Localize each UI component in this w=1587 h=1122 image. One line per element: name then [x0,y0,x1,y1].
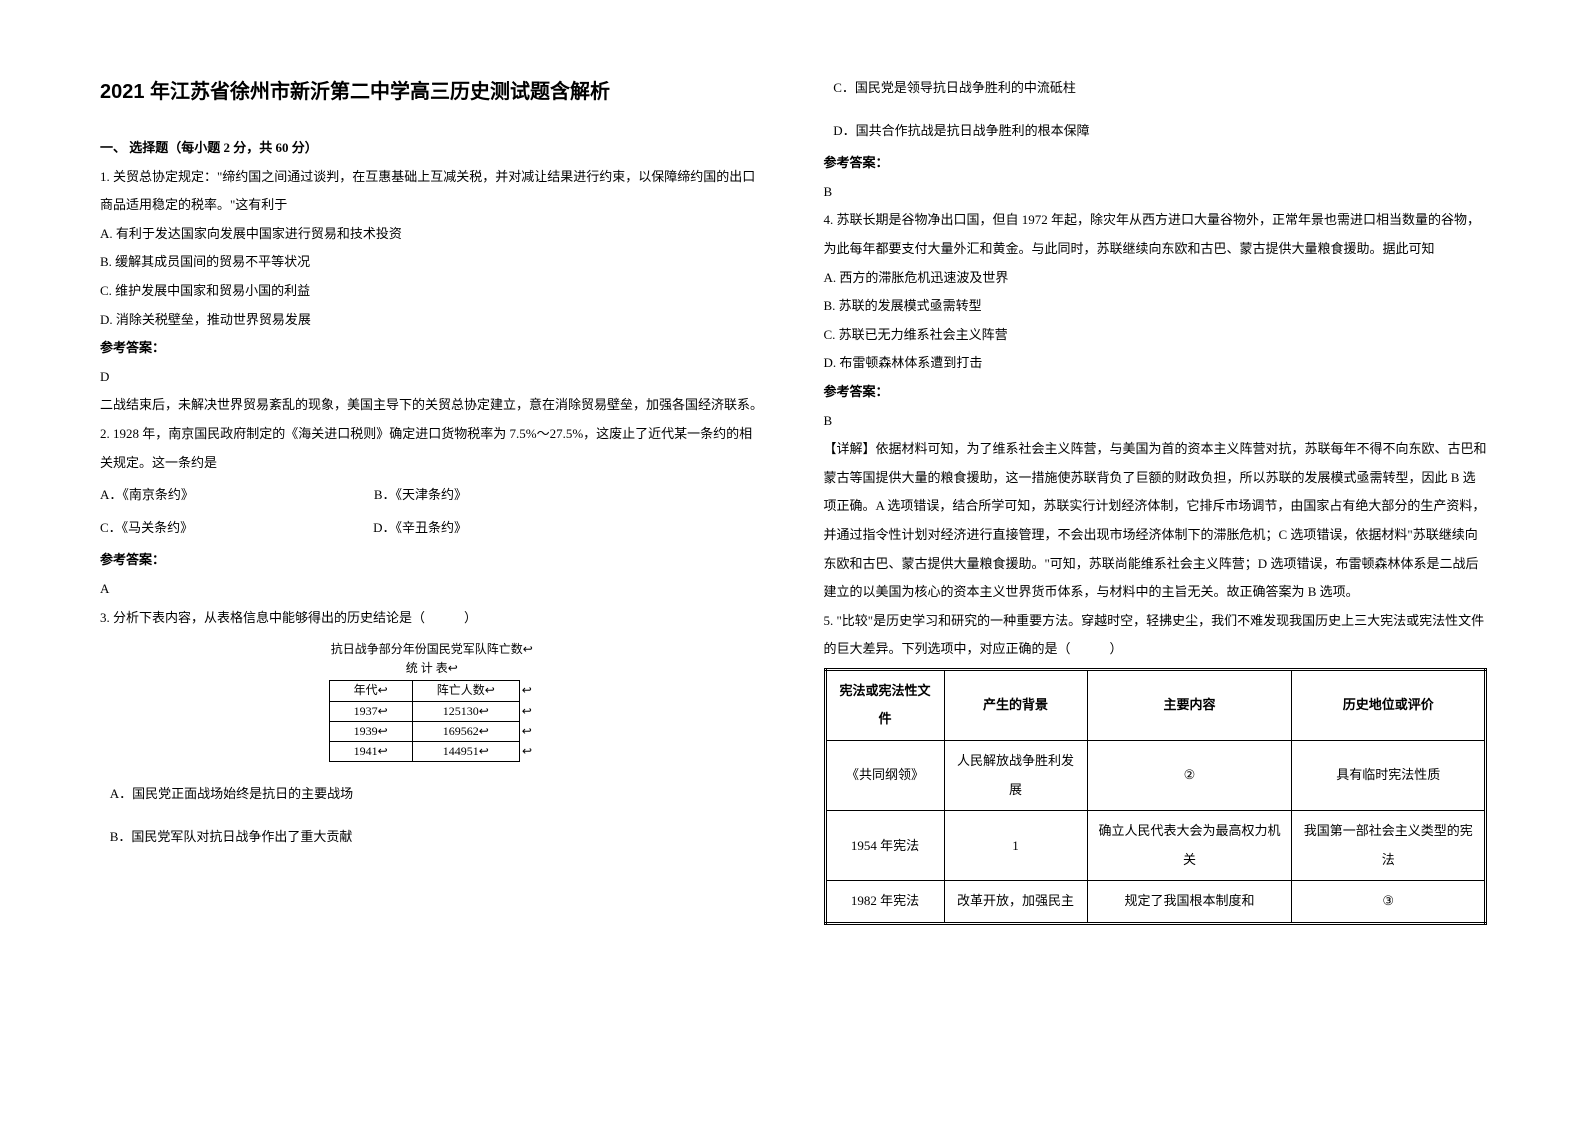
q1-stem: 1. 关贸总协定规定："缔约国之间通过谈判，在互惠基础上互减关税，并对减让结果进… [100,163,764,220]
q4-answer: B [824,407,1488,436]
q3-row-marker: ↩ [519,742,534,762]
q2-answer-label: 参考答案： [100,546,764,575]
q3-caption-line2: 统 计 表↩ [406,661,458,675]
q3-col-casualties: 阵亡人数↩ [412,681,519,701]
q4-explanation: 【详解】依据材料可知，为了维系社会主义阵营，与美国为首的资本主义阵营对抗，苏联每… [824,435,1488,607]
q4-optC: C. 苏联已无力维系社会主义阵营 [824,321,1488,350]
q3-row-marker: ↩ [519,721,534,741]
q5-table-header-row: 宪法或宪法性文件 产生的背景 主要内容 历史地位或评价 [825,669,1486,740]
q4-optD: D. 布雷顿森林体系遭到打击 [824,349,1488,378]
q2-optC: C．《马关条约》 [100,514,193,543]
q3-row-marker: ↩ [519,701,534,721]
q3-table-row: 1937↩ 125130↩ ↩ [329,701,534,721]
q5-stem: 5. "比较"是历史学习和研究的一种重要方法。穿越时空，轻拂史尘，我们不难发现我… [824,607,1488,664]
q5-cell: 改革开放，加强民主 [944,881,1087,924]
q2-answer: A [100,575,764,604]
q3-table-header-row: 年代↩ 阵亡人数↩ ↩ [329,681,534,701]
q3-optA: A．国民党正面战场始终是抗日的主要战场 [110,786,353,801]
q1-optB: B. 缓解其成员国间的贸易不平等状况 [100,248,764,277]
q5-table-row: 1954 年宪法 1 确立人民代表大会为最高权力机关 我国第一部社会主义类型的宪… [825,811,1486,881]
q1-answer-label: 参考答案： [100,334,764,363]
q3-caption-line1: 抗日战争部分年份国民党军队阵亡数↩ [331,642,533,656]
q3-cell: 1937↩ [329,701,412,721]
q5-table-row: 1982 年宪法 改革开放，加强民主 规定了我国根本制度和 ③ [825,881,1486,924]
q3-cell: 144951↩ [412,742,519,762]
q3-optD: D．国共合作抗战是抗日战争胜利的根本保障 [833,123,1089,138]
q2-optB: B．《天津条约》 [374,481,467,510]
q3-cell: 169562↩ [412,721,519,741]
q5-cell: 1982 年宪法 [825,881,944,924]
q3-cell: 1939↩ [329,721,412,741]
q3-table-row: 1939↩ 169562↩ ↩ [329,721,534,741]
q5-table: 宪法或宪法性文件 产生的背景 主要内容 历史地位或评价 《共同纲领》 人民解放战… [824,668,1488,925]
q1-optC: C. 维护发展中国家和贸易小国的利益 [100,277,764,306]
q2-optD: D．《辛丑条约》 [373,514,467,543]
q5-cell: ② [1087,741,1292,811]
q5-col-eval: 历史地位或评价 [1292,669,1486,740]
q5-cell: 规定了我国根本制度和 [1087,881,1292,924]
q5-cell: ③ [1292,881,1486,924]
right-column: C．国民党是领导抗日战争胜利的中流砥柱 D．国共合作抗战是抗日战争胜利的根本保障… [824,70,1488,925]
q5-table-row: 《共同纲领》 人民解放战争胜利发展 ② 具有临时宪法性质 [825,741,1486,811]
q5-cell: 1954 年宪法 [825,811,944,881]
q5-cell: 我国第一部社会主义类型的宪法 [1292,811,1486,881]
q5-cell: 1 [944,811,1087,881]
page-title: 2021 年江苏省徐州市新沂第二中学高三历史测试题含解析 [100,70,764,114]
q3-table-caption: 抗日战争部分年份国民党军队阵亡数↩ 统 计 表↩ [329,640,535,680]
q1-optD: D. 消除关税壁垒，推动世界贸易发展 [100,306,764,335]
section-1-header: 一、 选择题（每小题 2 分，共 60 分） [100,134,764,163]
q4-optB: B. 苏联的发展模式亟需转型 [824,292,1488,321]
q1-explanation: 二战结束后，未解决世界贸易紊乱的现象，美国主导下的关贸总协定建立，意在消除贸易壁… [100,391,764,420]
q4-optA: A. 西方的滞胀危机迅速波及世界 [824,264,1488,293]
q3-table-row: 1941↩ 144951↩ ↩ [329,742,534,762]
q3-cell: 1941↩ [329,742,412,762]
q2-optA: A．《南京条约》 [100,481,194,510]
q3-stem: 3. 分析下表内容，从表格信息中能够得出的历史结论是（ ） [100,604,764,633]
q4-stem: 4. 苏联长期是谷物净出口国，但自 1972 年起，除灾年从西方进口大量谷物外，… [824,206,1488,263]
q5-cell: 《共同纲领》 [825,741,944,811]
q5-col-content: 主要内容 [1087,669,1292,740]
q3-table: 抗日战争部分年份国民党军队阵亡数↩ 统 计 表↩ 年代↩ 阵亡人数↩ ↩ 193… [329,640,535,762]
q3-optC: C．国民党是领导抗日战争胜利的中流砥柱 [833,80,1076,95]
q5-cell: 确立人民代表大会为最高权力机关 [1087,811,1292,881]
q2-stem: 2. 1928 年，南京国民政府制定的《海关进口税则》确定进口货物税率为 7.5… [100,420,764,477]
q3-answer: B [824,178,1488,207]
q5-cell: 人民解放战争胜利发展 [944,741,1087,811]
q3-optB: B．国民党军队对抗日战争作出了重大贡献 [110,829,353,844]
left-column: 2021 年江苏省徐州市新沂第二中学高三历史测试题含解析 一、 选择题（每小题 … [100,70,764,925]
q3-col-year: 年代↩ [329,681,412,701]
q4-answer-label: 参考答案： [824,378,1488,407]
q5-col-doc: 宪法或宪法性文件 [825,669,944,740]
q5-cell: 具有临时宪法性质 [1292,741,1486,811]
q1-answer: D [100,363,764,392]
q3-answer-label: 参考答案： [824,149,1488,178]
q5-col-bg: 产生的背景 [944,669,1087,740]
q3-cell: 125130↩ [412,701,519,721]
q1-optA: A. 有利于发达国家向发展中国家进行贸易和技术投资 [100,220,764,249]
q3-row-marker: ↩ [519,681,534,701]
